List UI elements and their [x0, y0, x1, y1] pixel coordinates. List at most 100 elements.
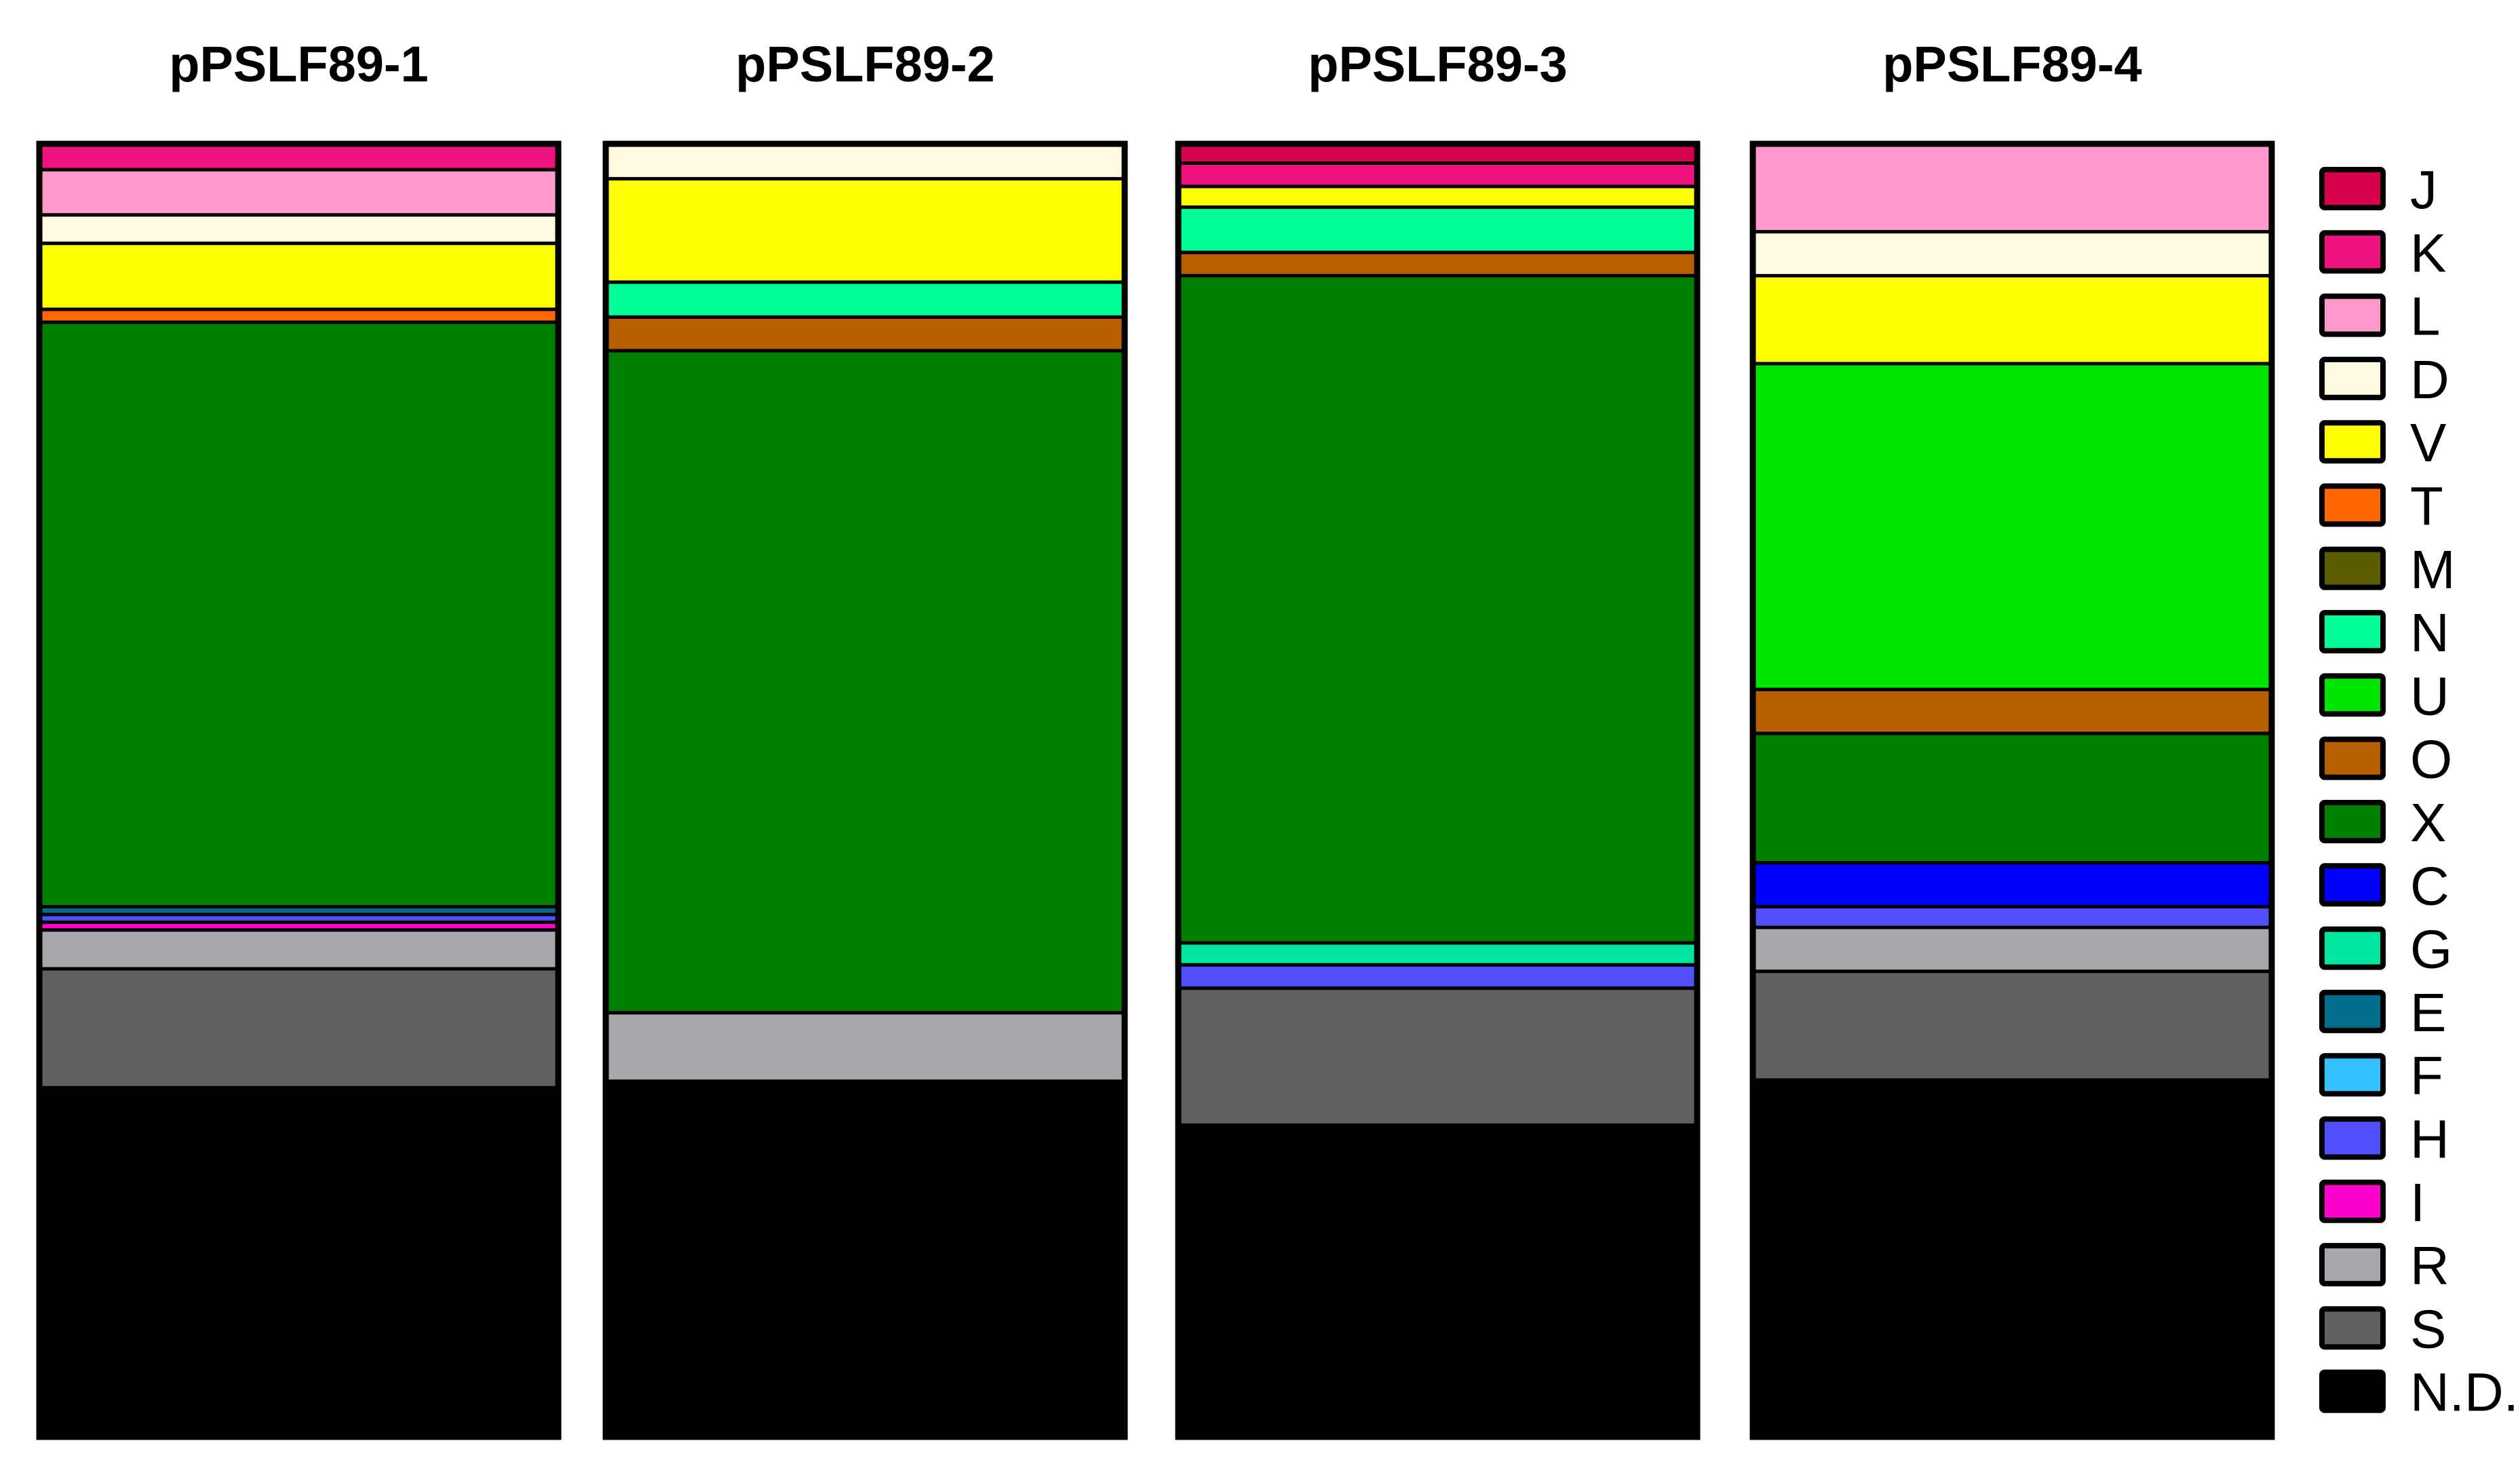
legend-label: C: [2410, 855, 2449, 916]
legend-label: O: [2410, 729, 2452, 790]
legend-item: T: [2319, 476, 2443, 537]
legend-item: D: [2319, 349, 2449, 410]
legend-swatch: [2319, 673, 2386, 717]
bar-segment-c: [1751, 861, 2274, 909]
legend-label: M: [2410, 539, 2456, 600]
bar-segment-k: [1176, 161, 1699, 189]
bar-segment-v: [1176, 185, 1699, 209]
bar-segment-n: [1176, 205, 1699, 254]
column-frame: [602, 140, 1128, 1440]
bar-segment-l: [37, 168, 560, 217]
bar-segment-h: [1751, 905, 2274, 929]
legend-item: E: [2319, 982, 2446, 1043]
legend-item: U: [2319, 666, 2449, 726]
legend-item: G: [2319, 919, 2452, 980]
bar-segment-o: [604, 315, 1127, 353]
legend-label: N.D.: [2410, 1362, 2519, 1423]
legend-swatch: [2319, 800, 2386, 843]
bar-segment-h: [1176, 963, 1699, 990]
legend-label: D: [2410, 349, 2449, 410]
bar-segment-r: [1751, 925, 2274, 974]
bar-segment-nd: [1176, 1123, 1699, 1439]
legend-item: V: [2319, 412, 2447, 473]
legend-swatch: [2319, 610, 2386, 654]
legend-label: V: [2410, 412, 2447, 473]
legend-label: F: [2410, 1045, 2443, 1106]
bar-segment-nd: [1751, 1078, 2274, 1439]
legend-swatch: [2319, 230, 2386, 274]
legend-item: R: [2319, 1235, 2449, 1296]
legend-swatch: [2319, 293, 2386, 337]
legend-label: X: [2410, 792, 2446, 853]
legend-item: C: [2319, 855, 2449, 916]
legend-label: T: [2410, 476, 2443, 537]
column-frame: [1749, 140, 2275, 1440]
bar-segment-nd: [604, 1079, 1127, 1439]
bar-segment-nd: [37, 1085, 560, 1439]
bar-segment-o: [1751, 687, 2274, 735]
legend-swatch: [2319, 1243, 2386, 1287]
bar-segment-d: [604, 142, 1127, 180]
legend-swatch: [2319, 483, 2386, 527]
legend-item: S: [2319, 1299, 2446, 1359]
legend-label: N: [2410, 602, 2449, 663]
bar-segment-v: [1751, 273, 2274, 366]
legend-swatch: [2319, 926, 2386, 970]
legend-swatch: [2319, 1369, 2386, 1413]
legend-label: R: [2410, 1235, 2449, 1296]
bar-segment-r: [604, 1011, 1127, 1083]
legend-label: G: [2410, 919, 2452, 980]
legend-swatch: [2319, 989, 2386, 1033]
bar-segment-n: [604, 280, 1127, 319]
legend-item: N.D.: [2319, 1362, 2519, 1423]
bar-segment-s: [1751, 969, 2274, 1082]
column-title: pPSLF89-4: [1882, 36, 2141, 92]
bar-segment-u: [1751, 362, 2274, 691]
bar-segment-k: [37, 142, 560, 172]
bar-segment-o: [1176, 250, 1699, 277]
bar-segment-v: [37, 242, 560, 311]
column-frame: [1175, 140, 1701, 1440]
legend-swatch: [2319, 1179, 2386, 1223]
column-title: pPSLF89-3: [1308, 36, 1567, 92]
legend-label: K: [2410, 223, 2446, 283]
bar-segment-t: [37, 307, 560, 324]
bar-segment-g: [1176, 941, 1699, 967]
bar-segment-l: [1751, 142, 2274, 234]
bar-columns: [36, 140, 2275, 1440]
bar-segment-x: [1176, 273, 1699, 945]
legend-item: M: [2319, 539, 2456, 600]
legend-swatch: [2319, 863, 2386, 907]
legend-swatch: [2319, 167, 2386, 210]
bar-segment-x: [604, 349, 1127, 1015]
legend-swatch: [2319, 1306, 2386, 1350]
bar-segment-d: [1751, 230, 2274, 277]
legend-swatch: [2319, 420, 2386, 464]
legend-item: K: [2319, 223, 2446, 283]
legend-item: N: [2319, 602, 2449, 663]
column-title: pPSLF89-2: [735, 36, 994, 92]
legend-label: J: [2410, 159, 2437, 220]
column-frame: [36, 140, 562, 1440]
legend-item: O: [2319, 729, 2452, 790]
legend-label: E: [2410, 982, 2446, 1043]
legend-label: H: [2410, 1109, 2449, 1170]
legend-item: L: [2319, 286, 2441, 347]
legend-label: S: [2410, 1299, 2446, 1359]
legend-swatch: [2319, 356, 2386, 400]
legend-swatch: [2319, 1116, 2386, 1160]
legend-swatch: [2319, 546, 2386, 590]
legend-item: I: [2319, 1172, 2425, 1233]
column-title: pPSLF89-1: [169, 36, 428, 92]
bar-segment-x: [1751, 731, 2274, 865]
bar-segment-x: [37, 320, 560, 909]
legend-swatch: [2319, 736, 2386, 780]
bar-segment-s: [37, 967, 560, 1090]
legend-label: L: [2410, 286, 2441, 347]
bar-segment-r: [37, 928, 560, 971]
legend-item: H: [2319, 1109, 2449, 1170]
column-titles: pPSLF89-1 pPSLF89-2 pPSLF89-3 pPSLF89-4: [169, 36, 2141, 92]
bar-segment-v: [604, 176, 1127, 284]
